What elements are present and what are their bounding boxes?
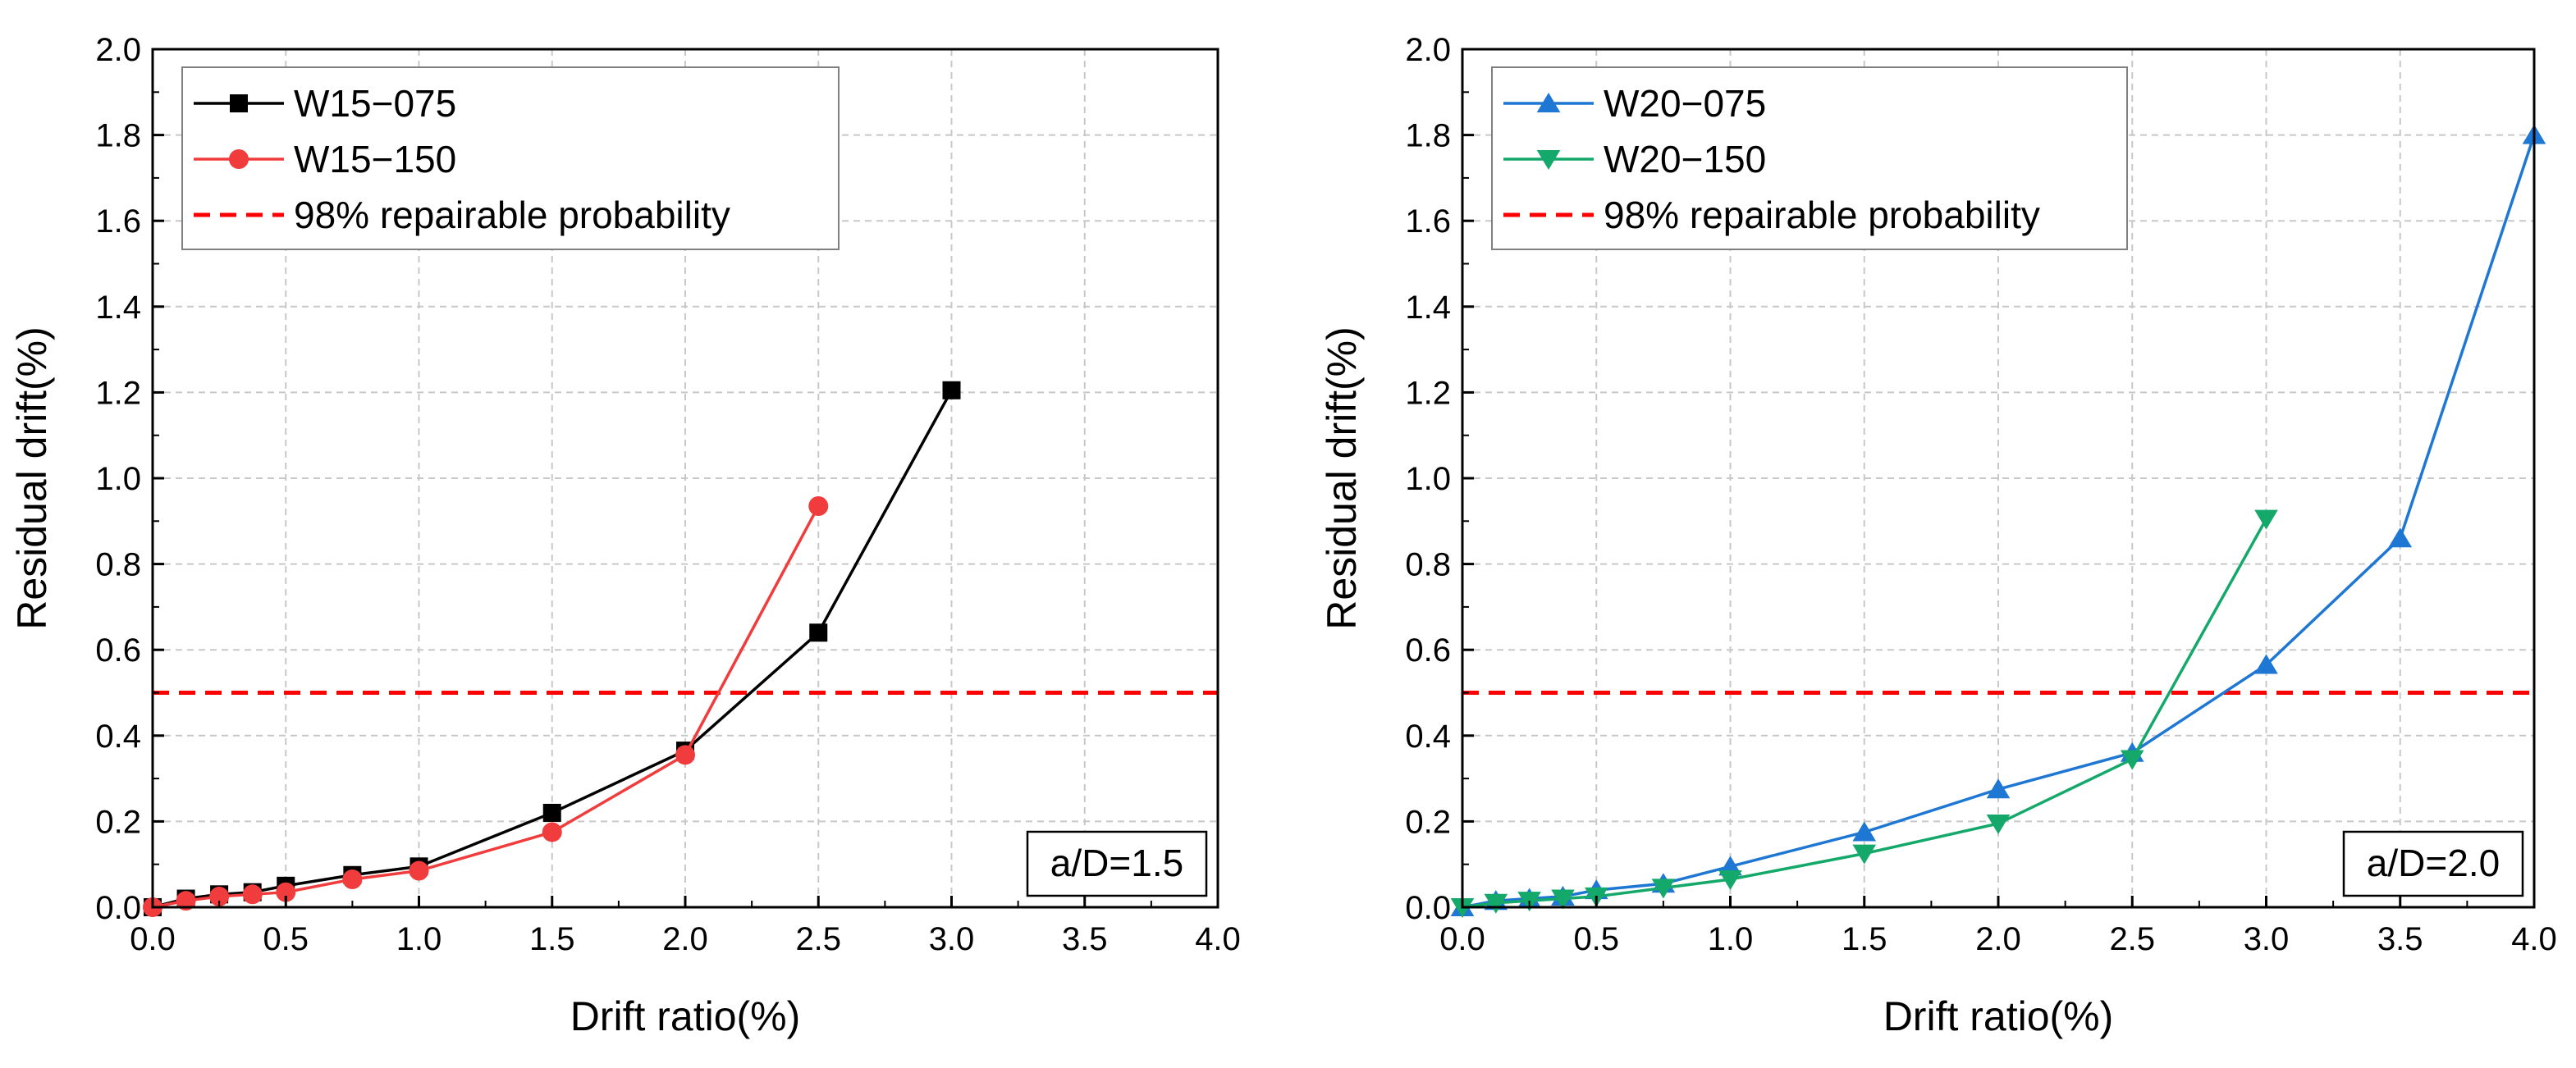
y-tick-label: 0.8 <box>1405 547 1451 583</box>
y-axis-label: Residual drift(%) <box>9 326 55 630</box>
y-tick-label: 0.2 <box>95 804 141 840</box>
annotation-box <box>2342 830 2524 897</box>
legend-box <box>1491 66 2128 250</box>
legend-marker-c1-s0 <box>1536 93 1561 113</box>
y-tick-label: 1.2 <box>1405 375 1451 411</box>
chart-panel-right: 0.0 0.5 1.0 1.5 2.0 2.5 3.0 3.5 4.0 0.0 0.2 0.4 0.6 0… <box>1319 32 2557 1039</box>
data-point-c1-s1-6 <box>1718 869 1742 891</box>
data-point-c1-s0-7 <box>1852 821 1877 842</box>
y-tick-label: 1.0 <box>1405 461 1451 497</box>
y-tick-label: 2.0 <box>95 32 141 68</box>
legend-label-reference: 98% repairable probability <box>1604 194 2040 236</box>
data-point-c0-s1-4 <box>276 882 296 902</box>
annotation-box <box>1026 830 1208 897</box>
y-tick-label: 2.0 <box>1405 32 1451 68</box>
data-point-c1-s1-8 <box>1986 814 2011 835</box>
y-tick-label: 1.4 <box>95 290 141 326</box>
y-tick-label: 1.6 <box>95 203 141 240</box>
x-tick-label: 3.0 <box>2244 921 2290 957</box>
y-tick-label: 0.0 <box>95 890 141 926</box>
x-tick-label: 2.5 <box>795 921 841 957</box>
legend-marker-c0-s1 <box>229 149 249 169</box>
data-point-c1-s1-1 <box>1484 893 1508 914</box>
y-tick-label: 0.6 <box>1405 632 1451 669</box>
y-tick-label: 0.4 <box>1405 719 1451 755</box>
data-point-c1-s1-3 <box>1551 889 1575 910</box>
data-point-c0-s0-7 <box>542 803 561 822</box>
legend-label: W15−150 <box>294 138 456 180</box>
x-tick-label: 1.5 <box>529 921 575 957</box>
y-tick-label: 1.4 <box>1405 290 1451 326</box>
data-point-c0-s1-7 <box>542 822 562 842</box>
data-point-c1-s1-10 <box>2254 509 2278 530</box>
annotation-label: a/D=2.0 <box>2367 842 2500 884</box>
x-tick-label: 3.5 <box>1062 921 1108 957</box>
y-axis-label: Residual drift(%) <box>1319 326 1365 630</box>
x-tick-label: 3.5 <box>2377 921 2423 957</box>
y-tick-label: 1.2 <box>95 375 141 411</box>
chart-panel-left: 0.0 0.5 1.0 1.5 2.0 2.5 3.0 3.5 4.0 0.0 0.2 0.4 0.6 0… <box>9 32 1241 1039</box>
legend-label: W20−075 <box>1604 82 1766 125</box>
y-tick-label: 0.4 <box>95 719 141 755</box>
x-tick-label: 2.5 <box>2109 921 2155 957</box>
data-point-c0-s0-9 <box>809 623 828 642</box>
data-point-c0-s1-2 <box>209 886 230 906</box>
data-point-c1-s0-11 <box>2388 527 2413 548</box>
x-tick-label: 0.5 <box>263 921 309 957</box>
y-tick-label: 0.8 <box>95 547 141 583</box>
x-tick-label: 0.0 <box>1439 921 1485 957</box>
data-point-c1-s0-10 <box>2254 654 2278 674</box>
x-tick-label: 0.0 <box>130 921 176 957</box>
y-tick-label: 1.0 <box>95 461 141 497</box>
data-point-c0-s1-3 <box>242 884 263 905</box>
annotation-label: a/D=1.5 <box>1050 842 1183 884</box>
data-point-c0-s0-10 <box>942 381 961 399</box>
x-tick-label: 1.0 <box>396 921 442 957</box>
data-point-c0-s1-6 <box>409 860 429 881</box>
x-tick-label: 4.0 <box>2511 921 2557 957</box>
y-tick-label: 1.8 <box>1405 118 1451 154</box>
y-tick-label: 1.8 <box>95 118 141 154</box>
legend-label-reference: 98% repairable probability <box>294 194 730 236</box>
legend-box <box>181 66 840 250</box>
x-tick-label: 2.0 <box>1975 921 2021 957</box>
x-tick-label: 0.5 <box>1573 921 1619 957</box>
legend-marker-c1-s1 <box>1536 149 1561 170</box>
x-axis-label: Drift ratio(%) <box>1883 993 2114 1039</box>
legend-marker-c0-s0 <box>230 94 248 112</box>
x-tick-label: 3.0 <box>929 921 975 957</box>
x-tick-label: 4.0 <box>1195 921 1241 957</box>
x-tick-label: 2.0 <box>662 921 708 957</box>
data-point-c0-s1-1 <box>176 891 196 911</box>
data-point-c1-s1-7 <box>1852 844 1877 865</box>
x-tick-label: 1.0 <box>1708 921 1754 957</box>
y-tick-label: 0.2 <box>1405 804 1451 840</box>
legend-label: W20−150 <box>1604 138 1766 180</box>
data-point-c0-s1-9 <box>808 495 829 516</box>
y-tick-label: 0.6 <box>95 632 141 669</box>
data-point-c1-s1-9 <box>2120 750 2144 770</box>
data-point-c1-s0-8 <box>1986 778 2011 799</box>
y-tick-label: 1.6 <box>1405 203 1451 240</box>
y-tick-label: 0.0 <box>1405 890 1451 926</box>
x-axis-label: Drift ratio(%) <box>570 993 801 1039</box>
data-point-c0-s1-8 <box>675 745 695 765</box>
x-tick-label: 1.5 <box>1842 921 1887 957</box>
data-point-c0-s1-5 <box>342 869 363 890</box>
series-line-1 <box>152 505 820 909</box>
legend-label: W15−075 <box>294 82 456 125</box>
data-point-c1-s1-5 <box>1651 879 1676 899</box>
